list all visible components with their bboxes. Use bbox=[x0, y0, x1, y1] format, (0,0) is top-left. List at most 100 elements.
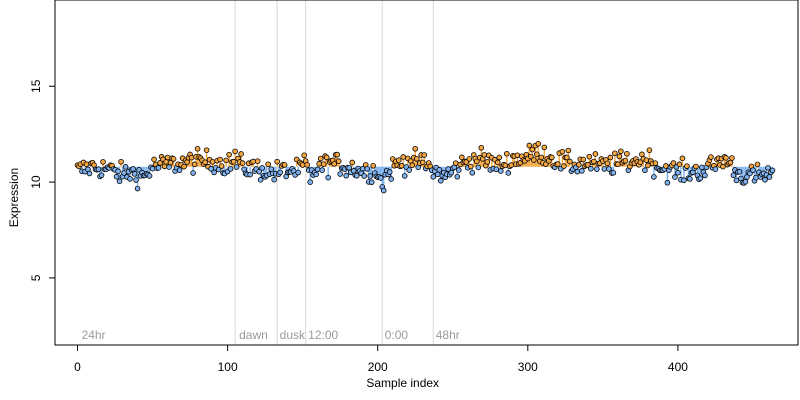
data-point bbox=[637, 159, 644, 165]
data-point bbox=[555, 161, 561, 167]
data-point bbox=[624, 150, 630, 157]
y-tick-label: 5 bbox=[29, 274, 43, 281]
data-point bbox=[188, 154, 195, 161]
data-point bbox=[497, 168, 504, 174]
data-point bbox=[367, 173, 374, 179]
data-point bbox=[549, 154, 555, 161]
data-point bbox=[436, 167, 443, 173]
data-point bbox=[113, 173, 120, 180]
data-point bbox=[765, 165, 771, 171]
data-point bbox=[388, 176, 395, 182]
data-point bbox=[607, 154, 614, 161]
data-point bbox=[643, 157, 650, 163]
data-point bbox=[334, 151, 340, 158]
section-label: 0:00 bbox=[385, 328, 409, 342]
data-point bbox=[664, 179, 671, 186]
data-point bbox=[580, 156, 587, 163]
data-point bbox=[314, 166, 321, 173]
data-point bbox=[493, 166, 500, 173]
data-point bbox=[481, 152, 488, 158]
data-point bbox=[191, 161, 198, 168]
data-point bbox=[412, 145, 419, 152]
data-point bbox=[514, 152, 521, 159]
section-labels: 24hr dawn dusk 12:00 0:00 48hr bbox=[82, 328, 460, 342]
data-point bbox=[454, 173, 461, 180]
data-point bbox=[218, 163, 225, 169]
data-point bbox=[277, 169, 283, 176]
data-point bbox=[702, 172, 708, 179]
data-point bbox=[559, 148, 566, 155]
data-point bbox=[585, 162, 591, 168]
data-point bbox=[742, 178, 749, 185]
data-point bbox=[526, 142, 533, 149]
data-point bbox=[601, 166, 608, 172]
data-point bbox=[762, 176, 768, 183]
data-point bbox=[131, 171, 138, 177]
data-point bbox=[541, 144, 548, 151]
data-point bbox=[130, 166, 136, 172]
data-point bbox=[203, 147, 210, 153]
data-point bbox=[502, 162, 509, 169]
data-point bbox=[606, 166, 612, 172]
data-point bbox=[535, 141, 542, 147]
data-point bbox=[353, 172, 360, 179]
data-point bbox=[118, 158, 124, 165]
data-point bbox=[413, 155, 420, 162]
data-point bbox=[430, 173, 437, 180]
data-point bbox=[134, 185, 141, 192]
data-point bbox=[642, 167, 648, 174]
data-point bbox=[561, 163, 567, 169]
data-point bbox=[452, 160, 459, 166]
section-label: 24hr bbox=[82, 328, 106, 342]
data-point bbox=[370, 163, 377, 169]
data-point bbox=[455, 167, 462, 173]
y-axis: 5 10 15 bbox=[29, 79, 56, 281]
data-point bbox=[386, 169, 393, 175]
data-points bbox=[74, 141, 776, 194]
data-point bbox=[594, 166, 600, 172]
data-point bbox=[676, 161, 683, 168]
data-point bbox=[115, 168, 121, 175]
data-point bbox=[238, 151, 244, 157]
data-point bbox=[181, 163, 187, 170]
data-point bbox=[652, 160, 659, 166]
data-point bbox=[508, 162, 515, 168]
data-point bbox=[319, 167, 325, 173]
data-point bbox=[202, 159, 208, 166]
data-point bbox=[534, 151, 540, 158]
data-point bbox=[100, 159, 106, 165]
data-point bbox=[265, 161, 271, 168]
data-point bbox=[473, 158, 480, 165]
data-point bbox=[364, 166, 371, 172]
section-label: dawn bbox=[239, 328, 268, 342]
data-point bbox=[612, 150, 618, 157]
data-point bbox=[750, 167, 756, 173]
data-point bbox=[591, 158, 597, 165]
data-point bbox=[281, 162, 288, 168]
data-point bbox=[304, 162, 310, 168]
data-point bbox=[458, 154, 465, 161]
x-tick-label: 100 bbox=[218, 360, 238, 374]
data-point bbox=[766, 174, 773, 180]
data-point bbox=[166, 164, 172, 170]
data-point bbox=[720, 163, 726, 170]
data-point bbox=[604, 160, 611, 167]
data-point bbox=[469, 169, 476, 176]
data-point bbox=[679, 155, 686, 162]
data-point bbox=[729, 155, 735, 161]
data-point bbox=[736, 168, 743, 175]
data-point bbox=[230, 158, 237, 165]
data-point bbox=[400, 154, 407, 160]
data-point bbox=[98, 172, 105, 179]
data-point bbox=[576, 161, 582, 168]
data-point bbox=[116, 178, 123, 185]
data-point bbox=[257, 177, 264, 183]
data-point bbox=[239, 160, 246, 166]
data-point bbox=[226, 151, 232, 158]
data-point bbox=[256, 168, 262, 175]
data-point bbox=[504, 150, 510, 157]
data-point bbox=[343, 172, 349, 179]
data-point bbox=[323, 154, 330, 161]
data-point bbox=[380, 187, 387, 194]
